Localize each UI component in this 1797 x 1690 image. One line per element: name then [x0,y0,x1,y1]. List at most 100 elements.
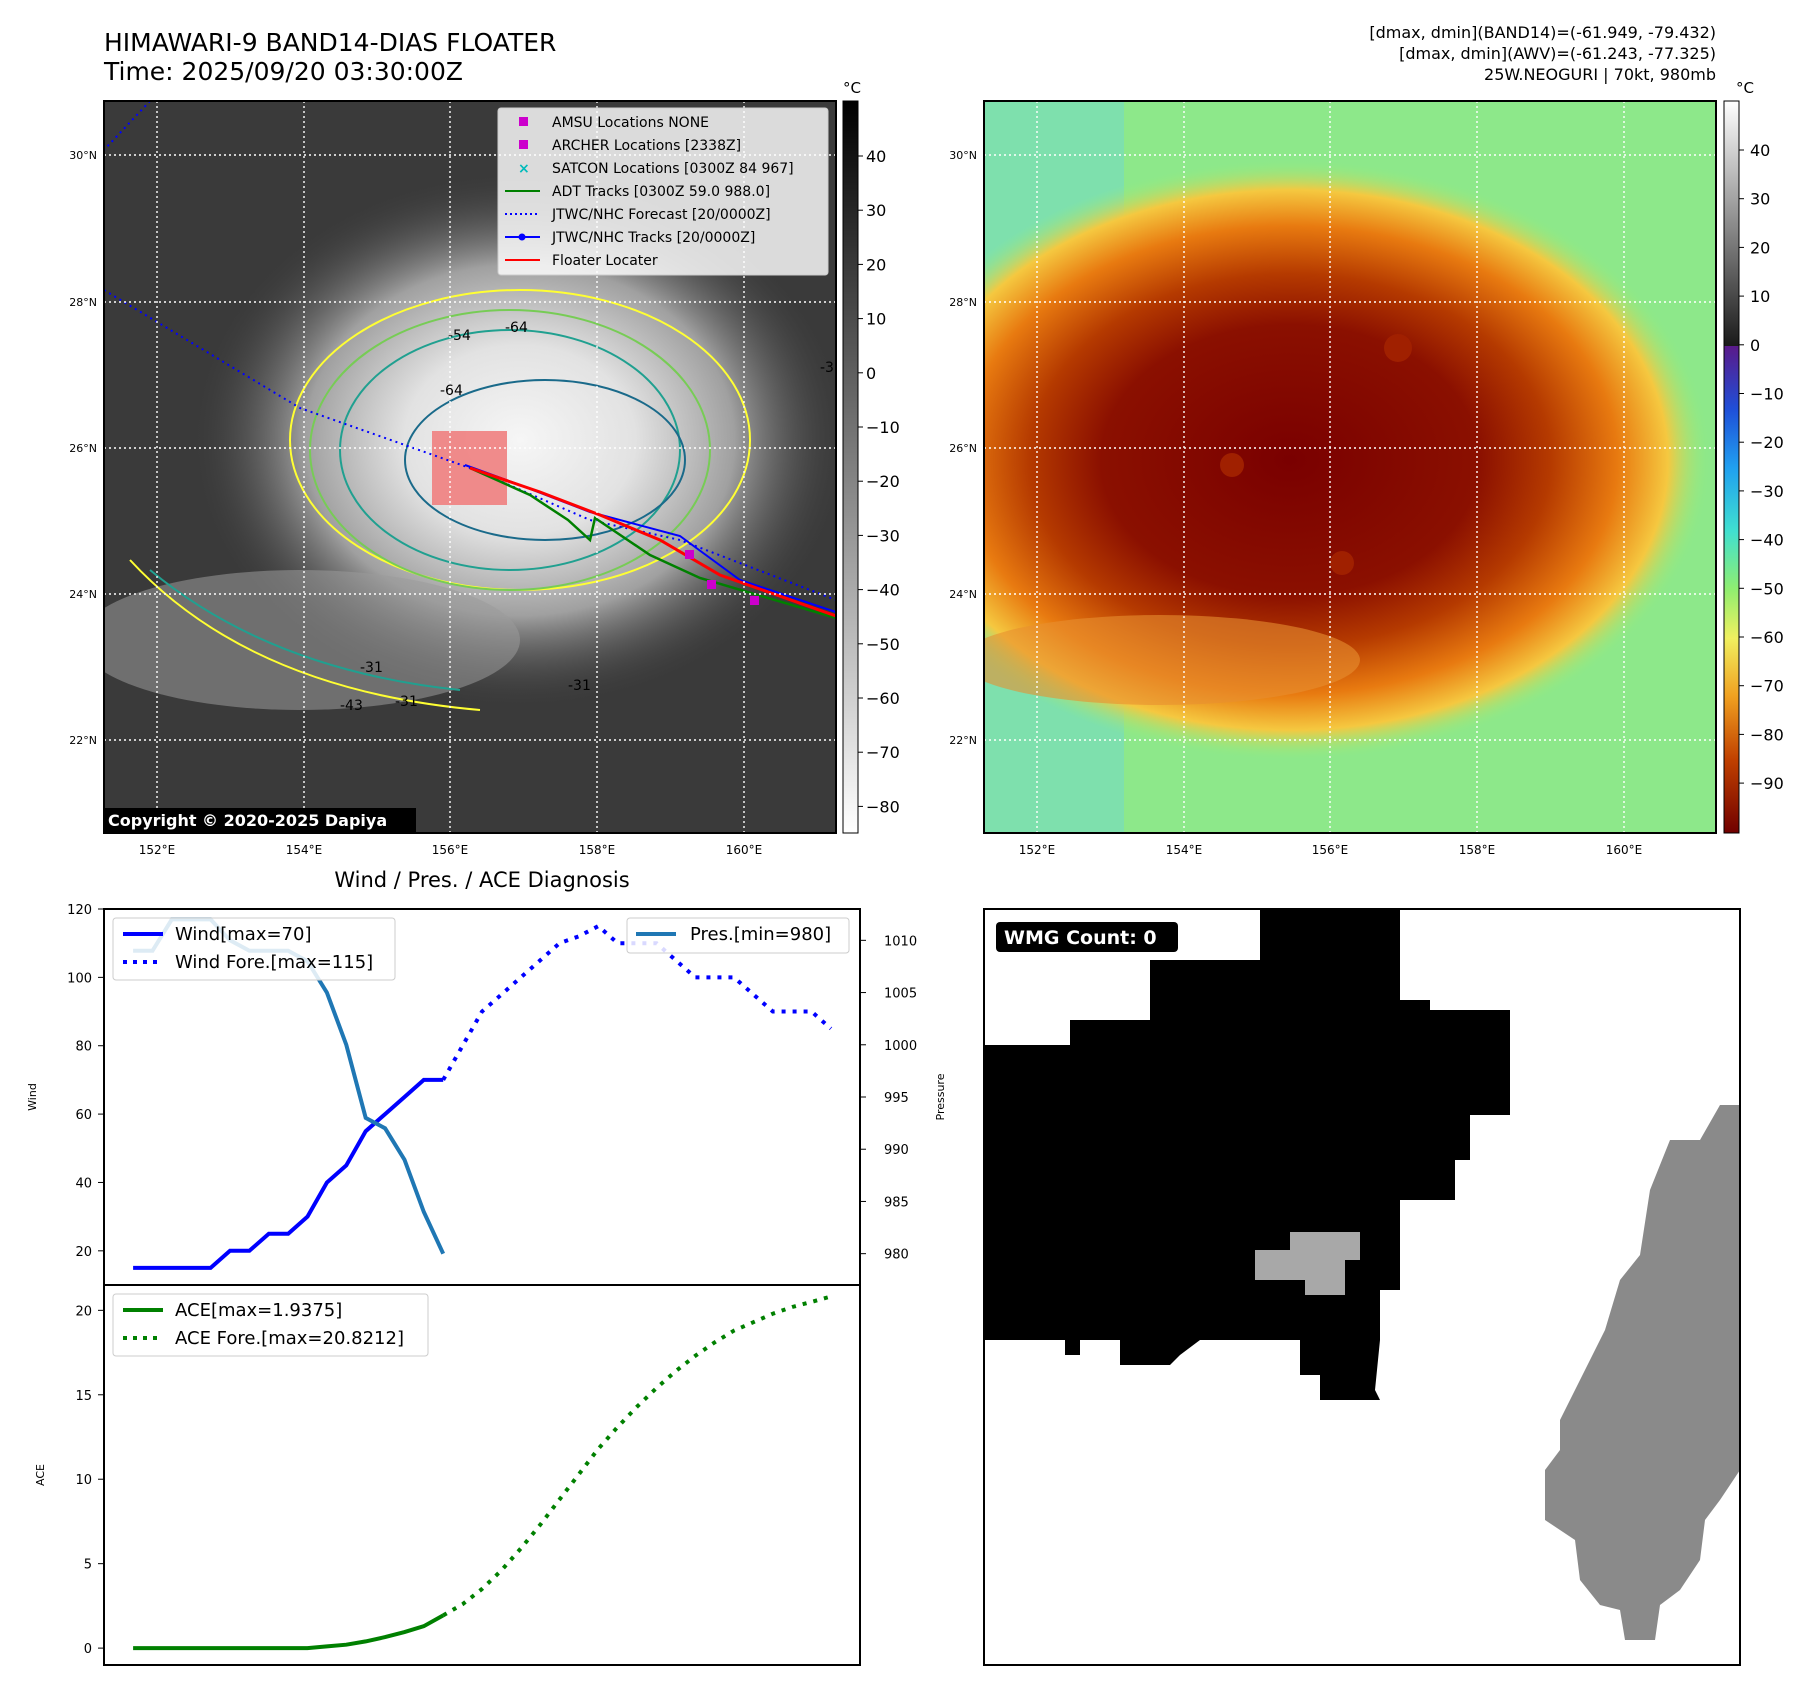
contour-label: -31 [820,360,843,376]
lat-label: 22°N [69,734,97,747]
colorbar-tick-label: −80 [866,797,900,816]
lon-label: 152°E [139,843,176,857]
lon-label: 158°E [579,843,616,857]
colorbar-tick-label: 0 [866,364,876,383]
legend-label: SATCON Locations [0300Z 84 967] [552,161,794,177]
map1-contour-inner [339,329,681,571]
info-line1: [dmax, dmin](BAND14)=(-61.949, -79.432) [1369,23,1716,42]
contour-label: -54 [448,328,471,344]
wmg-count-badge [996,922,1178,952]
map1-contour-band-inner [149,569,461,691]
diagnosis-chart: Wind / Pres. / ACE Diagnosis Wind Pressu… [26,868,947,1666]
lon-label: 156°E [1312,843,1349,857]
colorbar-tick-label: −80 [1750,725,1784,744]
wmg-gray-region [1545,1105,1740,1640]
colorbar-tick-label: −70 [1750,677,1784,696]
ace-tick-label: 20 [75,1304,92,1319]
series-ace [133,1613,445,1651]
colorbar-tick-label: 30 [1750,190,1770,209]
copyright-badge [104,808,416,832]
contour-label: -64 [440,383,463,399]
wmg-count-label: WMG Count: 0 [1004,927,1157,949]
ace-axis-label: ACE [34,1464,47,1486]
lat-label: 22°N [949,734,977,747]
lon-label: 154°E [1166,843,1203,857]
colorbar-tick-label: −10 [1750,385,1784,404]
contour-label: -64 [505,320,528,336]
title-line1: HIMAWARI-9 BAND14-DIAS FLOATER [104,28,556,57]
colorbar-tick-label: −10 [866,418,900,437]
chart-title: Wind / Pres. / ACE Diagnosis [334,868,629,892]
colorbar-tick-label: −50 [1750,579,1784,598]
wind-tick-label: 40 [75,1176,92,1191]
legend-wind-fore: Wind Fore.[max=115] [175,952,373,973]
legend-ace-fore: ACE Fore.[max=20.8212] [175,1328,404,1349]
info-line3: 25W.NEOGURI | 70kt, 980mb [1484,65,1716,84]
colorbar-tick-label: 10 [1750,287,1770,306]
map2-cell [1220,453,1244,477]
ace-tick-label: 0 [84,1642,92,1657]
lon-label: 154°E [286,843,323,857]
lat-label: 30°N [949,149,977,162]
colorbar-tick-label: 10 [866,310,886,329]
series-wind-forecast [441,923,833,1081]
map1-legend: AMSU Locations NONE ARCHER Locations [233… [497,107,829,276]
colorbar-tick-label: 30 [866,201,886,220]
adt-track [469,466,836,620]
map2-colorbar-unit: °C [1736,79,1754,97]
map1-colorbar-unit: °C [843,79,861,97]
colorbar-tick-label: −60 [866,689,900,708]
colorbar-tick-label: −30 [866,526,900,545]
legend-marker [519,117,528,126]
map2-storm [984,160,1710,760]
legend-label: JTWC/NHC Forecast [20/0000Z] [551,207,771,223]
map2-cell [1330,551,1354,575]
title-line2: Time: 2025/09/20 03:30:00Z [103,57,463,86]
map2-rainband [984,615,1360,705]
ace-legend: ACE[max=1.9375] ACE Fore.[max=20.8212] [112,1293,429,1357]
info-line2: [dmax, dmin](AWV)=(-61.243, -77.325) [1399,44,1716,63]
ace-tick-label: 5 [84,1558,92,1573]
colorbar-tick-label: −90 [1750,774,1784,793]
contour-label: -31 [360,660,383,676]
map2-gridlines [984,101,1716,833]
map1-contour-core [404,379,686,541]
map1-contour-mid [309,309,711,591]
wind-axis-label: Wind [26,1083,39,1111]
pressure-tick-label: 980 [884,1248,909,1263]
contour-label: -43 [340,698,363,714]
contour-label: -31 [568,678,591,694]
legend-label: ARCHER Locations [2338Z] [552,138,741,154]
archer-marker [707,580,716,589]
legend-label: ADT Tracks [0300Z 59.0 988.0] [552,184,770,200]
wind-tick-label: 120 [67,903,92,918]
colorbar-tick-label: −70 [866,743,900,762]
colorbar-tick-label: 20 [1750,238,1770,257]
colorbar-tick-label: −40 [866,581,900,600]
map2-colorbar-frame [1723,100,1740,834]
map1-frame [103,100,837,834]
wind-tick-label: 20 [75,1245,92,1260]
lat-label: 28°N [949,296,977,309]
pressure-tick-label: 985 [884,1195,909,1210]
colorbar-tick-label: 40 [866,147,886,166]
lat-label: 26°N [69,442,97,455]
pressure-tick-label: 1010 [884,934,917,949]
colorbar-tick-label: −20 [866,472,900,491]
wmg-frame [983,908,1741,1666]
wind-tick-label: 80 [75,1040,92,1055]
legend-pres: Pres.[min=980] [690,924,831,945]
lat-label: 30°N [69,149,97,162]
map1-rainband [104,570,520,710]
ace-tick-label: 15 [75,1389,92,1404]
pressure-tick-label: 1000 [884,1039,917,1054]
colorbar-tick-label: −40 [1750,531,1784,550]
legend-box [497,107,829,276]
lat-label: 26°N [949,442,977,455]
ace-tick-label: 10 [75,1473,92,1488]
floater-locater-track [469,466,836,618]
wmg-gray-patch [1255,1232,1360,1295]
map2-frame [983,100,1717,834]
legend-label: Floater Locater [552,253,658,269]
map2-colorbar-lower [1724,346,1739,833]
